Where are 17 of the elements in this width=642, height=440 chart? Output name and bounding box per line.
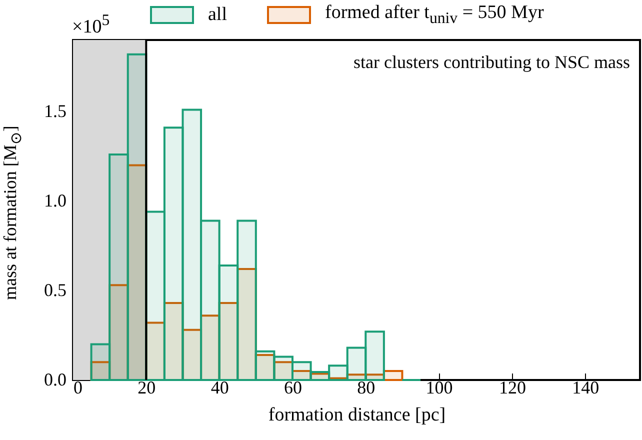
x-tick-label: 140 — [572, 378, 600, 398]
x-tick-label: 0 — [74, 378, 82, 398]
x-tick-label: 80 — [357, 378, 376, 398]
y-tick-label: 1.5 — [44, 101, 66, 122]
text: ×10$^{5}$ — [72, 12, 110, 38]
annotation: star clusters contributing to NSC mass — [354, 52, 630, 73]
y-tick-label: 1.0 — [44, 190, 66, 211]
legend-label: all — [208, 4, 227, 26]
x-tick-label: 120 — [498, 378, 526, 398]
x-tick-label: 60 — [284, 378, 302, 398]
legend-label: formed after t$_{univ}$ = 550 Myr — [325, 2, 544, 28]
x-tick-label: 20 — [138, 378, 156, 398]
x-tick-label: 100 — [426, 378, 453, 398]
x-tick-label: 40 — [210, 378, 229, 398]
y-tick-label: 0.0 — [44, 370, 66, 390]
x-axis-title: formation distance [pc] — [268, 404, 446, 426]
y-tick-label: 0.5 — [44, 280, 66, 300]
